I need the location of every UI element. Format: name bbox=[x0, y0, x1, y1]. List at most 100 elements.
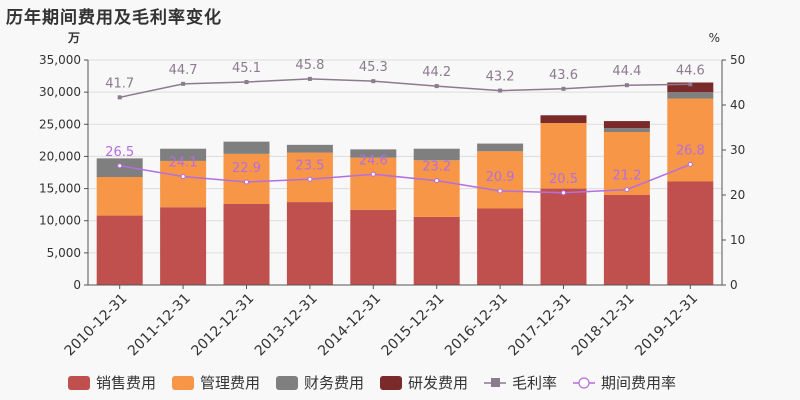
series-line bbox=[119, 163, 691, 194]
chart-title: 历年期间费用及毛利率变化 bbox=[6, 8, 222, 28]
bar-segment bbox=[540, 188, 587, 285]
y-left-tick-label: 5,000 bbox=[47, 246, 81, 260]
y-right-tick-label: 0 bbox=[730, 278, 738, 292]
bar-segment bbox=[160, 160, 207, 208]
x-tick-label: 2018-12-31 bbox=[569, 291, 638, 360]
bar-segment bbox=[350, 209, 397, 285]
bar-segment bbox=[667, 92, 714, 99]
y-right-axis-unit: % bbox=[709, 31, 720, 45]
bar-segment bbox=[96, 177, 143, 216]
legend-swatch bbox=[380, 376, 402, 390]
data-label: 45.1 bbox=[232, 61, 261, 76]
bar-segment bbox=[413, 216, 460, 285]
y-left-tick-label: 0 bbox=[73, 278, 81, 292]
series-point bbox=[561, 86, 566, 91]
bar-segment bbox=[603, 132, 650, 195]
bar-segment bbox=[223, 141, 270, 154]
data-label: 43.2 bbox=[486, 70, 515, 85]
series-point bbox=[307, 76, 312, 81]
series-point bbox=[244, 179, 249, 185]
y-right-tick-label: 20 bbox=[730, 188, 745, 202]
y-left-tick-label: 25,000 bbox=[39, 117, 81, 131]
bar-segment bbox=[160, 207, 207, 285]
y-left-tick-label: 20,000 bbox=[39, 149, 81, 163]
legend-marker bbox=[491, 378, 500, 387]
series-point bbox=[687, 161, 693, 167]
bar-segment bbox=[603, 195, 650, 285]
bar-segment bbox=[667, 98, 714, 182]
series-point bbox=[370, 171, 376, 177]
data-label: 26.8 bbox=[676, 143, 705, 158]
series-point bbox=[181, 81, 186, 86]
data-label: 44.7 bbox=[169, 63, 198, 78]
bar-segment bbox=[667, 82, 714, 93]
y-left-tick-label: 10,000 bbox=[39, 214, 81, 228]
x-tick-label: 2011-12-31 bbox=[125, 291, 194, 360]
bar-segment bbox=[477, 208, 524, 285]
series-point bbox=[624, 187, 630, 193]
series-point bbox=[180, 174, 186, 180]
y-right-tick-label: 50 bbox=[730, 53, 745, 67]
legend-swatch bbox=[276, 376, 298, 390]
series-point bbox=[434, 178, 440, 184]
x-tick-label: 2013-12-31 bbox=[252, 291, 321, 360]
data-label: 20.5 bbox=[549, 172, 578, 187]
bar-segment bbox=[413, 160, 460, 217]
legend-swatch bbox=[172, 376, 194, 390]
data-label: 44.4 bbox=[612, 64, 641, 79]
bar-segment bbox=[160, 148, 207, 161]
bar-segment bbox=[540, 123, 587, 189]
legend-label: 财务费用 bbox=[304, 374, 364, 392]
y-right-tick-label: 30 bbox=[730, 143, 745, 157]
data-label: 22.9 bbox=[232, 161, 261, 176]
data-label: 45.3 bbox=[359, 60, 388, 75]
bar-segment bbox=[223, 153, 270, 204]
series-point bbox=[497, 188, 503, 194]
bar-segment bbox=[96, 215, 143, 285]
x-tick-label: 2010-12-31 bbox=[62, 291, 131, 360]
y-left-axis-unit: 万 bbox=[67, 31, 80, 45]
legend-label: 毛利率 bbox=[512, 374, 557, 392]
data-label: 26.5 bbox=[105, 145, 134, 160]
x-tick-label: 2012-12-31 bbox=[188, 291, 257, 360]
bar-segment bbox=[477, 151, 524, 209]
series-point bbox=[117, 95, 122, 100]
y-left-tick-label: 15,000 bbox=[39, 182, 81, 196]
bar-segment bbox=[413, 148, 460, 161]
data-label: 43.6 bbox=[549, 68, 578, 83]
y-right-tick-label: 10 bbox=[730, 233, 745, 247]
legend-swatch bbox=[68, 376, 90, 390]
series-point bbox=[307, 176, 313, 182]
data-label: 24.1 bbox=[169, 156, 198, 171]
y-left-tick-label: 35,000 bbox=[39, 53, 81, 67]
series-point bbox=[371, 79, 376, 84]
series-line bbox=[119, 78, 691, 99]
data-label: 23.2 bbox=[422, 160, 451, 175]
legend-marker bbox=[578, 377, 590, 389]
series-point bbox=[498, 88, 503, 93]
x-tick-label: 2019-12-31 bbox=[632, 291, 701, 360]
series-point bbox=[117, 163, 123, 169]
series-point bbox=[688, 82, 693, 87]
x-tick-label: 2014-12-31 bbox=[315, 291, 384, 360]
series-point bbox=[624, 83, 629, 88]
data-label: 41.7 bbox=[105, 76, 134, 91]
y-right-tick-label: 40 bbox=[730, 98, 745, 112]
data-label: 44.2 bbox=[422, 65, 451, 80]
y-left-tick-label: 30,000 bbox=[39, 85, 81, 99]
data-label: 20.9 bbox=[486, 170, 515, 185]
bar-segment bbox=[286, 144, 333, 153]
legend-label: 管理费用 bbox=[200, 374, 260, 392]
data-label: 23.5 bbox=[295, 158, 324, 173]
bar-segment bbox=[350, 149, 397, 158]
data-label: 44.6 bbox=[676, 63, 705, 78]
series-point bbox=[561, 190, 566, 196]
bar-segment bbox=[286, 202, 333, 285]
bar-segment bbox=[540, 115, 587, 123]
bar-segment bbox=[603, 128, 650, 132]
legend-label: 期间费用率 bbox=[601, 374, 676, 392]
series-point bbox=[244, 80, 249, 85]
data-label: 24.6 bbox=[359, 153, 388, 168]
data-label: 45.8 bbox=[295, 58, 324, 73]
